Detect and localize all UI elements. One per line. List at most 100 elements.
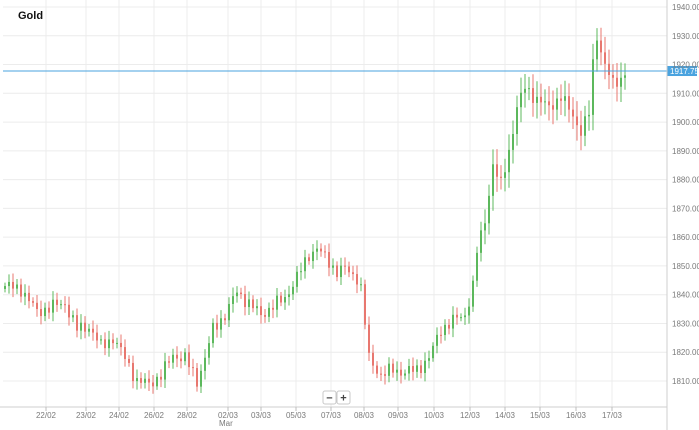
candle-body	[368, 324, 370, 353]
candle-body	[396, 369, 398, 373]
candle-body	[344, 265, 346, 267]
candle-body	[348, 266, 350, 273]
x-tick-label: 05/03	[286, 411, 307, 420]
candle-body	[480, 230, 482, 253]
candle-body	[568, 96, 570, 110]
candle-body	[372, 352, 374, 366]
candle-body	[600, 40, 602, 53]
candle-body	[580, 125, 582, 136]
last-price-badge	[667, 66, 697, 77]
axes	[0, 0, 668, 430]
candle-body	[488, 195, 490, 224]
candle-body	[308, 257, 310, 262]
x-tick-label: 24/02	[109, 411, 130, 420]
candle-body	[556, 98, 558, 110]
candle-body	[104, 339, 106, 349]
candle-body	[412, 366, 414, 372]
x-tick-label: 08/03	[354, 411, 375, 420]
candle-body	[620, 77, 622, 87]
candle-body	[572, 109, 574, 117]
candle-body	[456, 314, 458, 318]
last-price-label: 1917.75	[670, 67, 699, 76]
candle-body	[160, 376, 162, 380]
x-tick-label: 12/03	[460, 411, 481, 420]
candle-body	[328, 252, 330, 268]
x-tick-label: 16/03	[566, 411, 587, 420]
grid	[3, 0, 667, 407]
candle-body	[4, 286, 6, 289]
candle-body	[208, 343, 210, 358]
candle-body	[80, 322, 82, 331]
candle-body	[184, 352, 186, 362]
candle-body	[20, 284, 22, 297]
candle-body	[108, 339, 110, 349]
candle-body	[168, 361, 170, 363]
candle-body	[592, 59, 594, 115]
candle-body	[380, 373, 382, 375]
candle-body	[304, 257, 306, 272]
candle-body	[392, 363, 394, 373]
candle-body	[588, 114, 590, 117]
candle-body	[452, 314, 454, 329]
candle-body	[548, 101, 550, 106]
candle-body	[332, 265, 334, 268]
candle-body	[92, 328, 94, 333]
candle-body	[192, 367, 194, 369]
candle-body	[540, 96, 542, 103]
x-minor-label: Mar	[219, 419, 233, 428]
candle-body	[608, 63, 610, 75]
candle-body	[200, 370, 202, 387]
candle-body	[552, 105, 554, 110]
candle-body	[264, 315, 266, 317]
candle-body	[48, 307, 50, 313]
x-tick-label: 10/03	[424, 411, 445, 420]
candle-body	[188, 352, 190, 368]
candle-body	[468, 306, 470, 316]
y-tick-label: 1820.00	[672, 348, 699, 357]
candle-body	[320, 248, 322, 252]
candle-body	[236, 292, 238, 297]
candle-body	[296, 271, 298, 287]
candle-body	[40, 309, 42, 317]
zoom-out-button[interactable]: −	[322, 390, 337, 405]
candle-body	[124, 347, 126, 359]
candle-body	[136, 378, 138, 382]
candle-body	[52, 299, 54, 313]
y-tick-label: 1890.00	[672, 147, 699, 156]
candle-body	[560, 98, 562, 101]
x-tick-label: 15/03	[530, 411, 551, 420]
y-tick-label: 1840.00	[672, 291, 699, 300]
candle-body	[432, 345, 434, 359]
candle-body	[448, 324, 450, 329]
candle-body	[8, 281, 10, 287]
y-tick-label: 1880.00	[672, 176, 699, 185]
x-tick-label: 17/03	[602, 411, 623, 420]
candle-body	[508, 149, 510, 173]
candle-body	[528, 88, 530, 90]
candle-body	[212, 322, 214, 344]
y-tick-label: 1850.00	[672, 262, 699, 271]
candle-body	[132, 362, 134, 382]
candle-body	[16, 284, 18, 289]
candle-body	[120, 342, 122, 348]
candle-body	[148, 378, 150, 383]
candle-body	[24, 292, 26, 297]
candle-body	[400, 369, 402, 376]
candle-body	[72, 315, 74, 318]
candle-body	[84, 322, 86, 332]
x-tick-label: 23/02	[76, 411, 97, 420]
x-tick-label: 22/02	[36, 411, 57, 420]
candle-body	[576, 116, 578, 126]
plus-icon: +	[340, 393, 346, 405]
candle-body	[268, 307, 270, 317]
candle-body	[420, 365, 422, 373]
y-tick-label: 1810.00	[672, 377, 699, 386]
candle-body	[88, 328, 90, 332]
candle-body	[388, 363, 390, 376]
zoom-in-button[interactable]: +	[336, 390, 351, 405]
candle-body	[68, 304, 70, 318]
minus-icon: −	[326, 393, 332, 405]
x-tick-label: 26/02	[144, 411, 165, 420]
candle-body	[624, 75, 626, 78]
